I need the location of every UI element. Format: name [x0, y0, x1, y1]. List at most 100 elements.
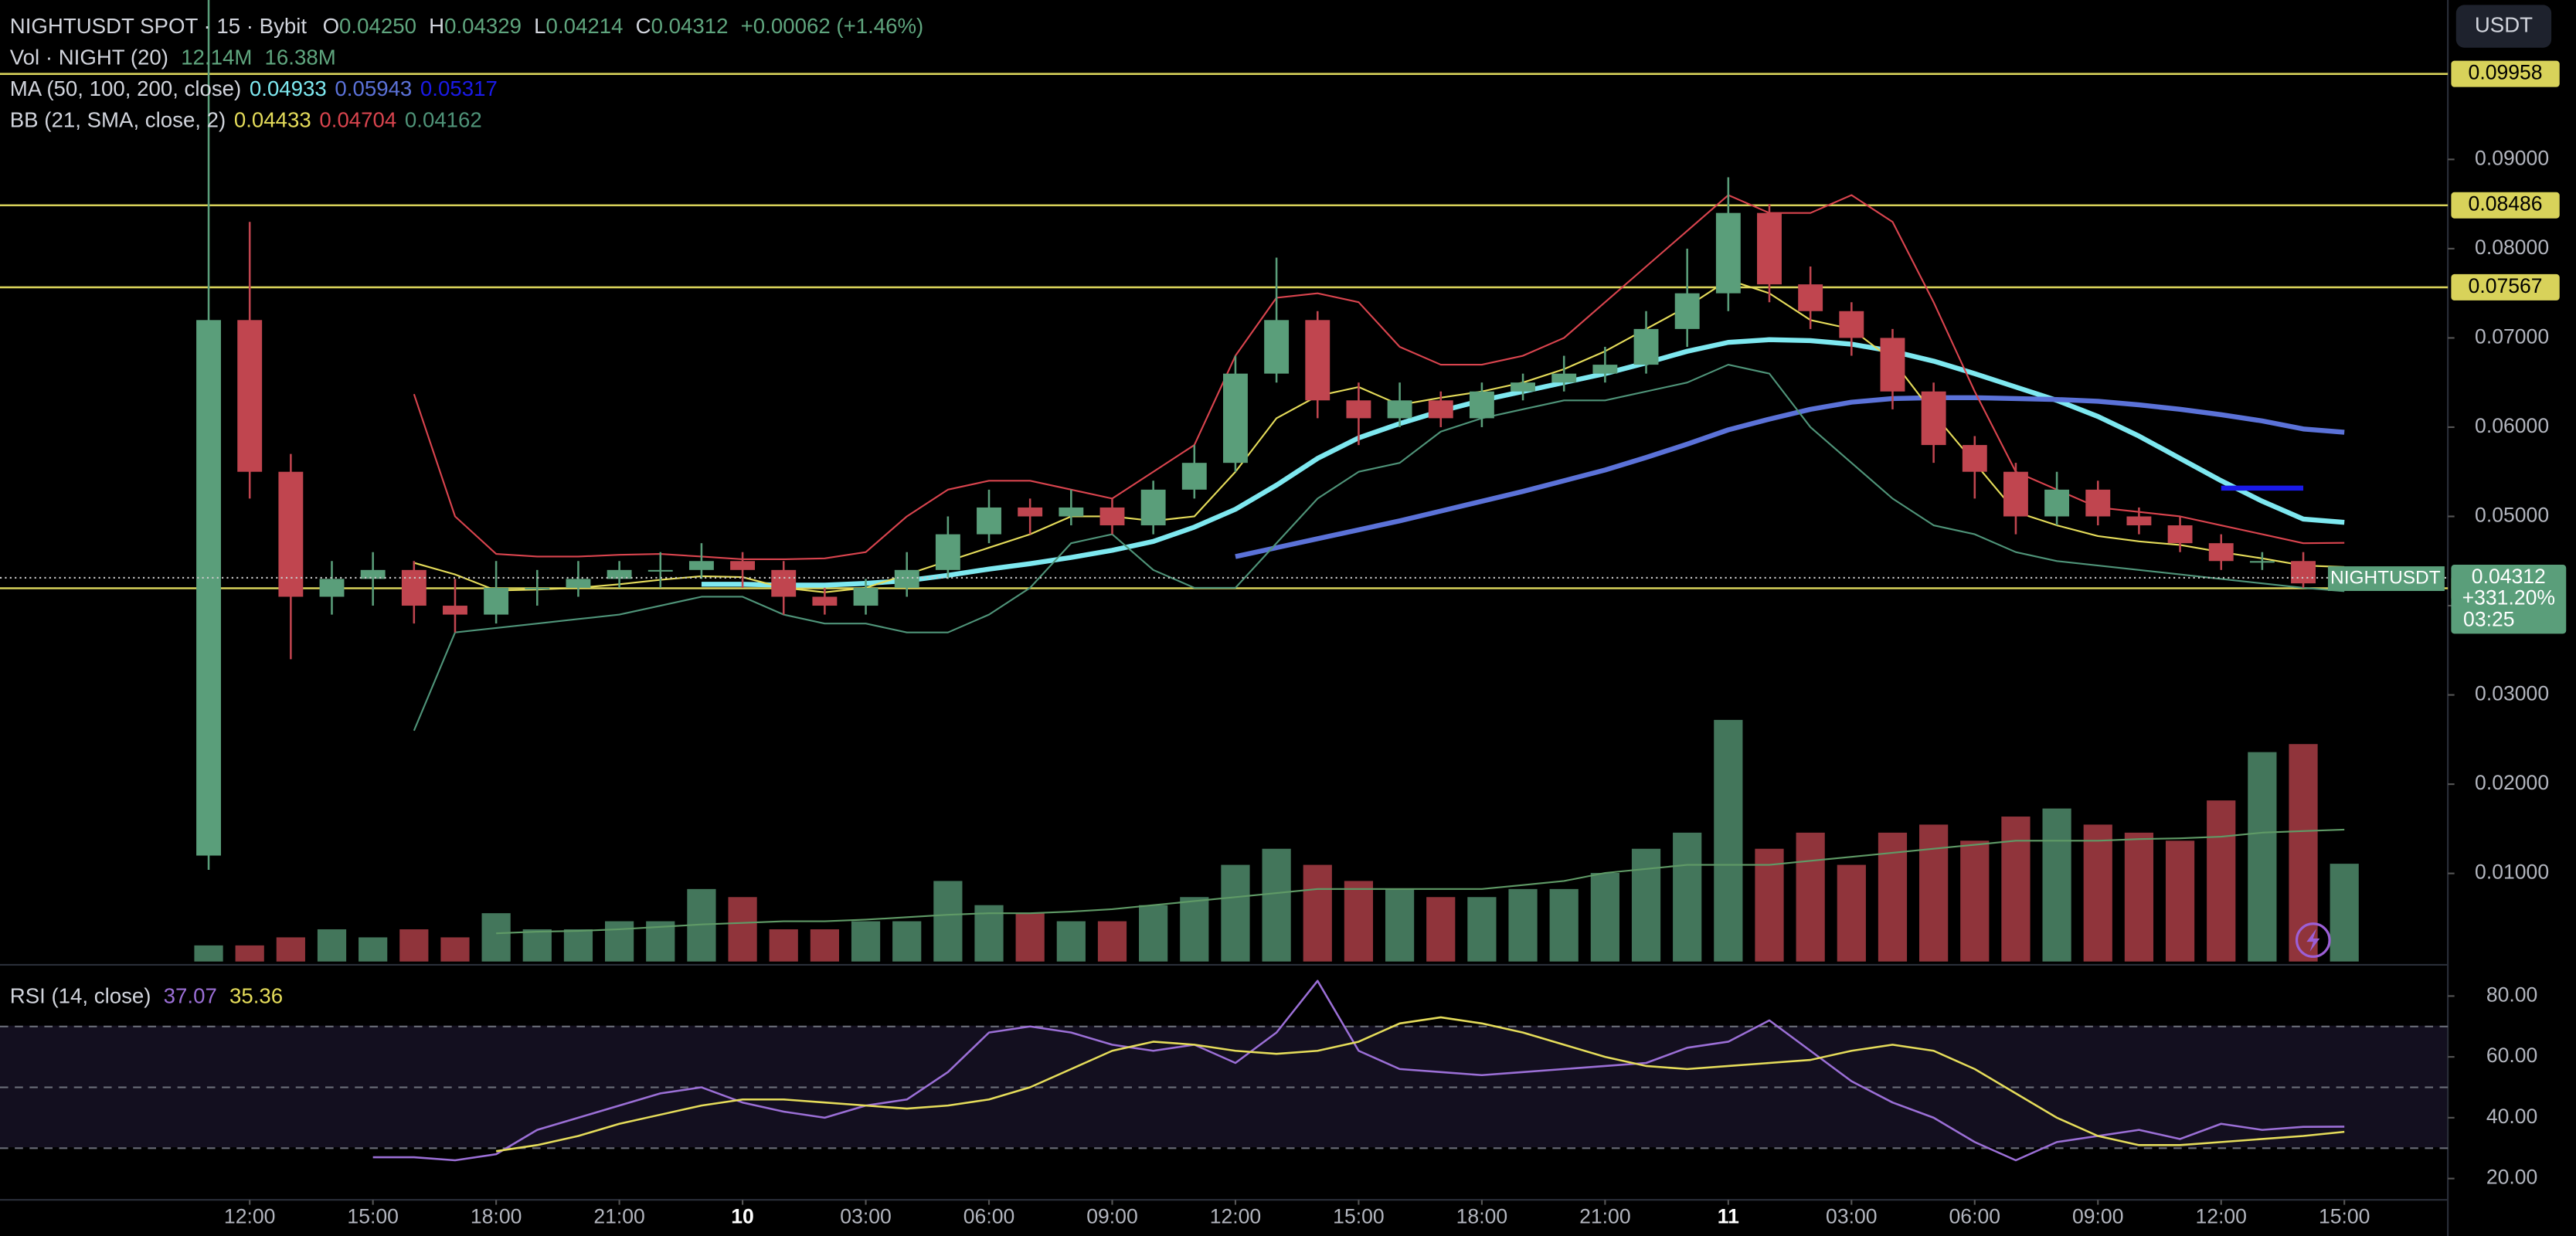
candle-body: [1305, 320, 1330, 401]
volume-bar: [810, 929, 839, 962]
currency-button[interactable]: USDT: [2455, 5, 2552, 48]
indicator-line: [495, 1016, 2345, 1153]
candle-body: [566, 579, 591, 588]
volume-bar: [1344, 881, 1374, 962]
ohlc-key: L: [534, 14, 545, 38]
ohlc-key: O: [323, 14, 339, 38]
candle-body: [853, 587, 878, 606]
ohlc-key: C: [636, 14, 651, 38]
volume-bar: [1015, 913, 1045, 962]
candle-body: [1223, 373, 1248, 464]
candle-body: [1592, 365, 1618, 374]
volume-bar: [2001, 817, 2031, 962]
y-tick-label: 40.00: [2486, 1105, 2537, 1128]
icon-bolt[interactable]: [2306, 929, 2320, 952]
x-tick-label: 12:00: [224, 1205, 275, 1228]
volume-bar: [481, 913, 511, 962]
x-tick-label: 06:00: [963, 1205, 1014, 1228]
legend-indicator: BB (21, SMA, close, 2) 0.04433 0.04704 0.04…: [10, 108, 482, 132]
legend-main: NIGHTUSDT SPOT · 15 · Bybit O0.04250 H0.…: [10, 14, 924, 38]
last-price: 0.04312: [2472, 565, 2546, 588]
candle-body: [977, 507, 1001, 535]
volume-bar: [1180, 897, 1209, 962]
x-tick-label: 06:00: [1949, 1205, 2000, 1228]
candle-body: [935, 534, 960, 570]
candle-body: [525, 587, 550, 590]
volume-bar: [2124, 832, 2154, 962]
ohlc-value: 0.04312: [651, 14, 729, 38]
volume-bar: [1139, 905, 1168, 962]
x-tick-label: 15:00: [2319, 1205, 2370, 1228]
rsi-layer: [0, 980, 2449, 1162]
candle-body: [2044, 489, 2070, 517]
volume-bar: [1714, 719, 1743, 962]
candle-body: [1346, 400, 1371, 419]
y-tick-label: 0.02000: [2475, 771, 2549, 794]
candle-body: [1140, 489, 1166, 526]
volume-bar: [1796, 832, 1825, 962]
x-tick-label: 21:00: [1579, 1205, 1630, 1228]
legend-value: 0.05317: [420, 76, 498, 100]
volume-bar: [851, 921, 881, 962]
countdown: 03:25: [2463, 607, 2514, 630]
legend-value: 12.14M: [181, 46, 252, 70]
candle-body: [1018, 507, 1043, 517]
y-tick-label: 0.01000: [2475, 861, 2549, 884]
icon-ring[interactable]: [2295, 922, 2331, 958]
x-tick-label: 15:00: [347, 1205, 398, 1228]
legend-value: 37.07: [164, 984, 217, 1008]
candle-body: [1181, 463, 1207, 490]
x-tick-label: 21:00: [593, 1205, 644, 1228]
volume-bar: [359, 937, 388, 962]
ohlc-key: H: [429, 14, 444, 38]
volume-bar: [2083, 824, 2112, 962]
y-tick-label: 0.09000: [2475, 146, 2549, 169]
ohlc-value: 0.04329: [444, 14, 522, 38]
button-bg[interactable]: [2455, 5, 2552, 48]
legend-value: 0.04162: [405, 108, 482, 132]
candle-body: [1839, 311, 1864, 338]
volume-bar: [933, 881, 963, 962]
candle-body: [401, 569, 427, 606]
candle-body: [278, 471, 304, 597]
price-layer: MA (50, 100, 200, close) 0.04933 0.05943 0.…: [0, 0, 2449, 871]
candle-body: [688, 561, 714, 570]
candle-body: [196, 320, 221, 856]
candle-body: [2208, 543, 2234, 562]
volume-bar: [1549, 888, 1579, 962]
volume-bar: [728, 897, 757, 962]
volume-bar: [892, 921, 922, 962]
candle-body: [1099, 507, 1125, 526]
legend-label: Vol · NIGHT (20): [10, 46, 168, 70]
volume-bar: [1837, 864, 1866, 962]
legend-value: 0.04933: [250, 76, 327, 100]
alert-icon[interactable]: [2295, 922, 2331, 958]
price-tag-label: 0.07567: [2469, 274, 2543, 297]
volume-bar: [317, 929, 347, 962]
volume-bar: [605, 921, 634, 962]
x-tick-label: 11: [1718, 1205, 1739, 1228]
y-tick-label: 20.00: [2486, 1166, 2537, 1189]
y-tick-label: 0.05000: [2475, 504, 2549, 527]
candle-body: [894, 569, 919, 588]
price-tag-label: 0.09958: [2469, 61, 2543, 84]
volume-bar: [2042, 808, 2071, 962]
currency[interactable]: USDT: [2475, 12, 2533, 36]
volume-bar: [1631, 848, 1661, 962]
symbol: NIGHTUSDT SPOT · 15 · Bybit: [10, 14, 308, 38]
candle-body: [2167, 525, 2193, 544]
legend-value: 35.36: [229, 984, 283, 1008]
candle-body: [1880, 338, 1905, 392]
volume-bar: [1755, 848, 1784, 962]
indicator-line: [1235, 395, 2345, 559]
indicator-line: [413, 364, 2345, 732]
legend-rsi: RSI (14, close) 37.07 35.36: [10, 984, 283, 1008]
volume-bar: [235, 945, 264, 962]
ohlc-value: 0.04250: [339, 14, 416, 38]
legend-value: 16.38M: [265, 46, 336, 70]
volume-bar: [1426, 897, 1456, 962]
volume-bar: [1262, 848, 1291, 962]
candle-body: [2003, 471, 2028, 517]
volume-bar: [1303, 864, 1332, 962]
